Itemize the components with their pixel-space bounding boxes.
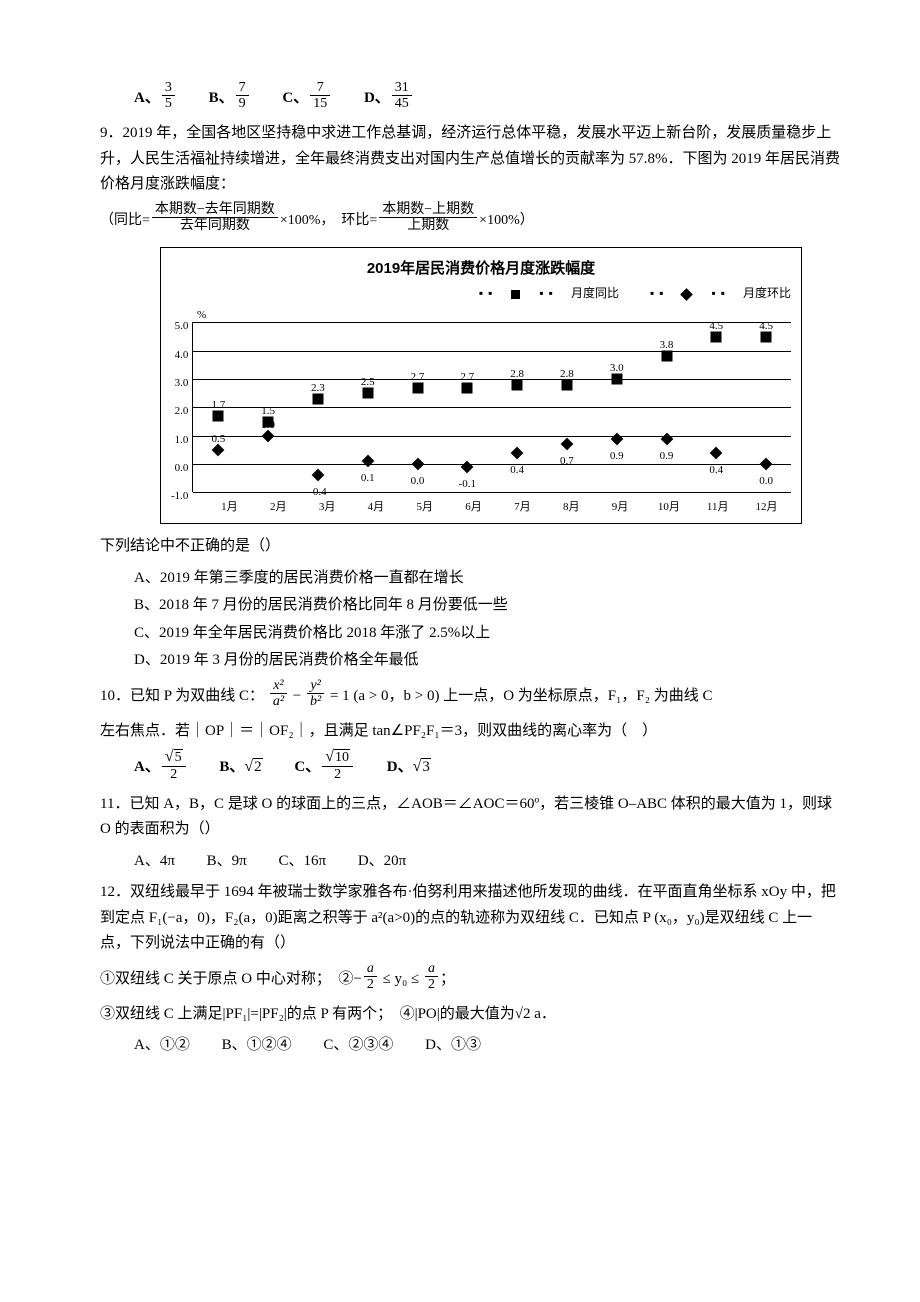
frac-num: 31 xyxy=(392,80,412,96)
q8-opt-d: D、3145 xyxy=(364,82,414,115)
frac-num: 本期数−上期数 xyxy=(379,202,477,218)
formula-mid: ×100%， 环比= xyxy=(280,213,377,228)
frac-den: b² xyxy=(310,694,321,709)
q9-options: A、2019 年第三季度的居民消费价格一直都在增长 B、2018 年 7 月份的… xyxy=(100,566,842,674)
opt-label: D、 xyxy=(364,90,390,106)
q11-options: A、4π B、9π C、16π D、20π xyxy=(100,849,842,875)
q8-options: A、35 B、79 C、715 D、3145 xyxy=(100,82,842,115)
stmt-mid: ≤ y₀ ≤ xyxy=(379,971,423,987)
frac-num: x² xyxy=(273,678,283,693)
q9-opt-b: B、2018 年 7 月份的居民消费价格比同年 8 月份要低一些 xyxy=(134,593,842,619)
stmt-post: ； xyxy=(440,971,455,987)
opt-label: B、 xyxy=(209,90,234,106)
minus: − xyxy=(289,688,305,704)
q10-line1: 10．已知 P 为双曲线 C： x²a² − y²b² = 1 (a > 0，b… xyxy=(100,680,842,713)
q9-opt-a: A、2019 年第三季度的居民消费价格一直都在增长 xyxy=(134,566,842,592)
y-axis: 5.04.03.02.01.00.0-1.0 xyxy=(171,322,192,496)
frac-den: 15 xyxy=(310,96,330,113)
frac-den: 去年同期数 xyxy=(152,218,278,235)
opt-label: C、 xyxy=(294,759,320,775)
formula-suffix: ×100%） xyxy=(479,213,534,228)
opt-label: D、 xyxy=(387,759,413,775)
q-num: 12． xyxy=(100,884,130,900)
opt-label: B、 xyxy=(219,759,244,775)
frac-num: a xyxy=(428,961,435,976)
frac-den: 2 xyxy=(425,977,438,994)
frac-num: 7 xyxy=(310,80,330,96)
legend-label: 月度环比 xyxy=(743,286,791,300)
frac-den: 2 xyxy=(322,767,353,784)
frac-den: 5 xyxy=(162,96,175,113)
q-body: 已知 P 为双曲线 C： xyxy=(130,688,264,704)
q10-options: A、√52 B、√2 C、√102 D、√3 xyxy=(100,750,842,785)
frac-den: 上期数 xyxy=(379,218,477,235)
legend-label: 月度同比 xyxy=(571,286,619,300)
q12-stmt1: ①双纽线 C 关于原点 O 中心对称； ②−a2 ≤ y₀ ≤ a2； xyxy=(100,963,842,996)
q10-opt-b: B、√2 xyxy=(219,753,262,781)
q-num: 10． xyxy=(100,688,130,704)
q-num: 9． xyxy=(100,125,123,141)
frac-num: 7 xyxy=(236,80,249,96)
q-num: 11． xyxy=(100,796,129,812)
frac-num: y² xyxy=(310,678,320,693)
q12-opt-c: C、②③④ xyxy=(323,1033,393,1059)
q11-opt-a: A、4π xyxy=(134,849,175,875)
frac-den: a² xyxy=(273,694,284,709)
q9-opt-c: C、2019 年全年居民消费价格比 2018 年涨了 2.5%以上 xyxy=(134,621,842,647)
frac-den: 9 xyxy=(236,96,249,113)
q-body: = 1 (a > 0，b > 0) 上一点，O 为坐标原点，F₁，F₂ 为曲线 … xyxy=(326,688,712,704)
q10-opt-a: A、√52 xyxy=(134,750,188,785)
q-body: 2019 年，全国各地区坚持稳中求进工作总基调，经济运行总体平稳，发展水平迈上新… xyxy=(100,125,840,192)
frac-num: 本期数−去年同期数 xyxy=(152,202,278,218)
q8-opt-b: B、79 xyxy=(209,82,251,115)
q-body: 双纽线最早于 1694 年被瑞士数学家雅各布·伯努利用来描述他所发现的曲线．在平… xyxy=(100,884,836,951)
opt-label: A、 xyxy=(134,90,160,106)
q12-line1: 12．双纽线最早于 1694 年被瑞士数学家雅各布·伯努利用来描述他所发现的曲线… xyxy=(100,880,842,957)
q-body: 已知 A，B，C 是球 O 的球面上的三点，∠AOB＝∠AOC＝60º，若三棱锥… xyxy=(100,796,832,838)
frac-den: 2 xyxy=(162,767,186,784)
stmt-body: ③双纽线 C 上满足|PF₁|=|PF₂|的点 P 有两个； ④|PO|的最大值… xyxy=(100,1006,556,1022)
q10-opt-c: C、√102 xyxy=(294,750,355,785)
q12-opt-a: A、①② xyxy=(134,1033,190,1059)
chart-legend: ▪ ▪ ▪ ▪ 月度同比 ▪ ▪ ▪ ▪ 月度环比 xyxy=(171,283,791,303)
opt-label: A、 xyxy=(134,759,160,775)
q8-opt-a: A、35 xyxy=(134,82,177,115)
q11-opt-d: D、20π xyxy=(358,849,406,875)
q9-opt-d: D、2019 年 3 月份的居民消费价格全年最低 xyxy=(134,648,842,674)
q9-text: 9．2019 年，全国各地区坚持稳中求进工作总基调，经济运行总体平稳，发展水平迈… xyxy=(100,121,842,198)
frac-den: 45 xyxy=(392,96,412,113)
formula-prefix: （同比= xyxy=(100,213,150,228)
q11-opt-b: B、9π xyxy=(207,849,247,875)
q11-text: 11．已知 A，B，C 是球 O 的球面上的三点，∠AOB＝∠AOC＝60º，若… xyxy=(100,792,842,843)
legend-tongbi: ▪ ▪ ▪ ▪ 月度同比 xyxy=(465,286,619,300)
q11-opt-c: C、16π xyxy=(279,849,327,875)
q9-lead: 下列结论中不正确的是（） xyxy=(100,534,842,560)
x-axis: 1月2月3月4月5月6月7月8月9月10月11月12月 xyxy=(205,496,791,517)
stmt-pre: ①双纽线 C 关于原点 O 中心对称； ②− xyxy=(100,971,362,987)
q12-stmt2: ③双纽线 C 上满足|PF₁|=|PF₂|的点 P 有两个； ④|PO|的最大值… xyxy=(100,1002,842,1028)
q8-opt-c: C、715 xyxy=(282,82,332,115)
q12-opt-b: B、①②④ xyxy=(222,1033,292,1059)
q9-chart: 2019年居民消费价格月度涨跌幅度 ▪ ▪ ▪ ▪ 月度同比 ▪ ▪ ▪ ▪ 月… xyxy=(160,247,802,524)
frac-den: 2 xyxy=(364,977,377,994)
q12-options: A、①② B、①②④ C、②③④ D、①③ xyxy=(100,1033,842,1059)
q10-line2: 左右焦点．若｜OP｜＝｜OF₂｜，且满足 tan∠PF₂F₁＝3，则双曲线的离心… xyxy=(100,719,842,745)
chart-title: 2019年居民消费价格月度涨跌幅度 xyxy=(171,256,791,282)
plot-area: 1.71.52.32.52.72.72.82.83.03.84.54.50.51… xyxy=(192,322,791,492)
frac-num: a xyxy=(367,961,374,976)
q10-opt-d: D、√3 xyxy=(387,753,431,781)
legend-huanbi: ▪ ▪ ▪ ▪ 月度环比 xyxy=(636,286,791,300)
opt-label: C、 xyxy=(282,90,308,106)
q9-formula: （同比=本期数−去年同期数去年同期数×100%， 环比=本期数−上期数上期数×1… xyxy=(100,204,842,237)
q12-opt-d: D、①③ xyxy=(425,1033,481,1059)
frac-num: 3 xyxy=(162,80,175,96)
